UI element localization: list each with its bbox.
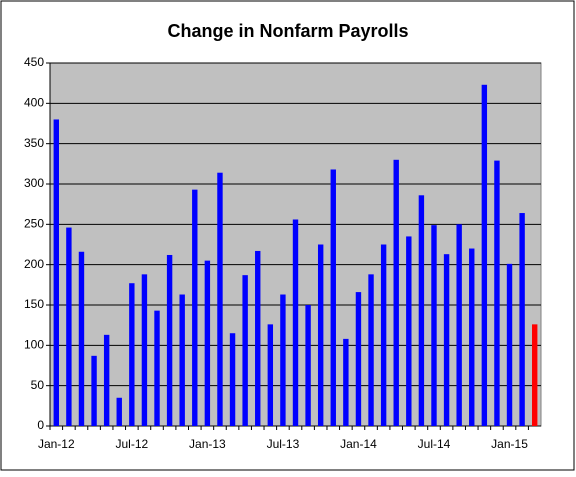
bar: [154, 310, 160, 426]
bar: [330, 169, 336, 427]
bar: [292, 219, 299, 426]
bar: [506, 263, 513, 426]
y-tick-label: 400: [24, 96, 44, 110]
bar: [192, 189, 198, 426]
y-tick-label: 350: [24, 136, 44, 150]
bar: [418, 195, 425, 426]
y-tick-label: 450: [24, 55, 44, 69]
y-tick-label: 0: [37, 418, 44, 432]
bar: [53, 119, 59, 426]
bar: [380, 244, 387, 426]
bar: [179, 294, 185, 426]
x-tick-label: Jan-12: [38, 437, 75, 451]
bar: [229, 333, 236, 426]
bar: [317, 244, 324, 426]
bar: [204, 260, 211, 426]
bar: [91, 355, 97, 426]
bar: [532, 324, 538, 426]
bar: [368, 274, 374, 426]
bar: [355, 292, 362, 426]
bar: [242, 275, 248, 426]
bar: [280, 294, 286, 426]
bar: [431, 225, 437, 426]
y-tick-label: 50: [31, 378, 45, 392]
bar: [443, 254, 450, 426]
x-tick-label: Jan-13: [189, 437, 226, 451]
x-tick-label: Jul-14: [418, 437, 451, 451]
bar: [343, 338, 349, 426]
bar: [406, 236, 412, 426]
y-tick-label: 100: [24, 338, 44, 352]
x-tick-label: Jan-14: [340, 437, 377, 451]
bar: [129, 283, 135, 426]
x-tick-label: Jan-15: [491, 437, 528, 451]
bar: [141, 274, 148, 426]
bar: [305, 305, 311, 426]
bar: [519, 213, 525, 426]
bar: [456, 224, 462, 426]
bar: [217, 172, 223, 426]
bar: [66, 227, 72, 426]
bar: [481, 84, 488, 426]
bar: [393, 159, 399, 427]
bar: [166, 254, 173, 426]
chart-title: Change in Nonfarm Payrolls: [167, 21, 408, 41]
bar: [116, 397, 122, 426]
y-tick-label: 150: [24, 297, 44, 311]
x-tick-label: Jul-12: [115, 437, 148, 451]
x-tick-label: Jul-13: [267, 437, 300, 451]
bar: [469, 248, 475, 426]
bar: [255, 250, 261, 426]
bar: [78, 251, 85, 426]
y-tick-label: 300: [24, 176, 44, 190]
y-tick-label: 200: [24, 257, 44, 271]
y-tick-label: 250: [24, 217, 44, 231]
bar: [494, 160, 500, 426]
bar: [267, 324, 274, 426]
bar: [103, 334, 110, 426]
